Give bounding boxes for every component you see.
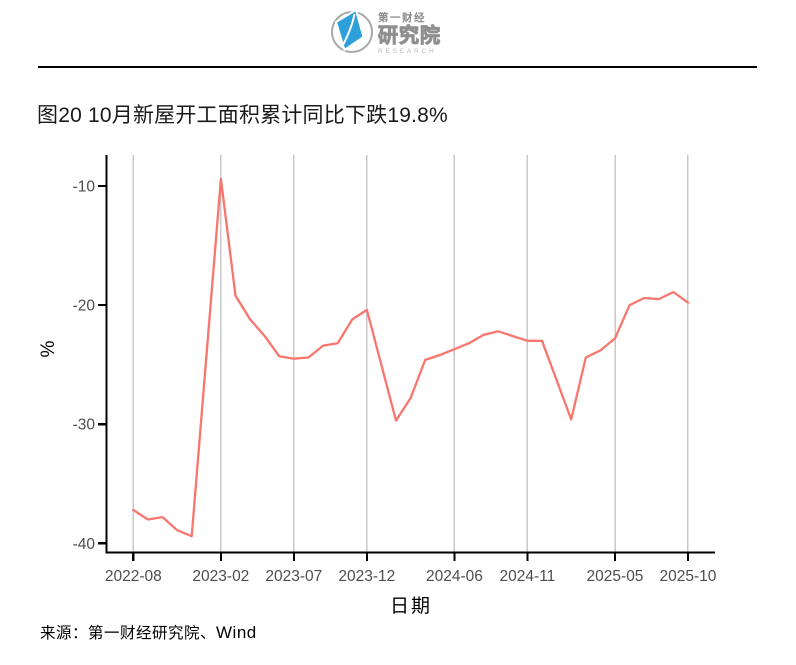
logo-brand-text: 第一财经	[378, 12, 426, 24]
logo-circle-icon	[331, 8, 373, 53]
x-tick-label: 2024-11	[500, 568, 556, 585]
x-tick-label: 2022-08	[105, 568, 162, 585]
source-wind-text: Wind	[216, 623, 257, 642]
y-tick-label: -20	[73, 298, 96, 315]
y-tick-label: -30	[73, 417, 96, 434]
y-tick-label: -40	[73, 536, 96, 553]
x-tick-label: 2023-12	[338, 568, 395, 585]
x-tick-label: 2023-02	[192, 568, 249, 585]
x-tick-label: 2023-07	[265, 568, 322, 585]
y-tick-label: -10	[73, 179, 96, 196]
x-tick-label: 2025-10	[660, 568, 717, 585]
logo-institute-text: 研究院	[378, 24, 441, 47]
chart-title: 图20 10月新屋开工面积累计同比下跌19.8%	[37, 104, 448, 127]
data-line	[132, 177, 690, 538]
source-prefix-text: 来源：第一财经研究院、	[40, 625, 217, 642]
x-axis-title: 日期	[389, 596, 432, 617]
y-axis-title: %	[38, 340, 59, 358]
x-tick-label: 2025-05	[587, 568, 644, 585]
logo-parallelogram-icon	[334, 8, 365, 52]
header-divider	[38, 66, 757, 68]
source-line: 来源：第一财经研究院、Wind	[40, 621, 257, 643]
x-tick-label: 2024-06	[426, 568, 483, 585]
logo-text-block: 第一财经 研究院 RESEARCH	[378, 10, 441, 55]
yicai-research-logo: 第一财经 研究院 RESEARCH	[331, 8, 441, 58]
logo-research-text: RESEARCH	[378, 47, 437, 55]
